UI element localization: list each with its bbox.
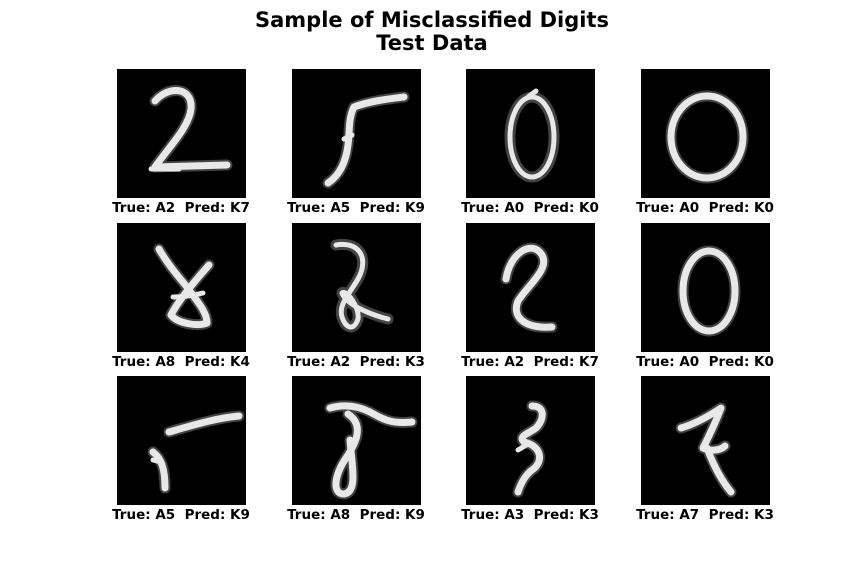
sample-caption-1: True: A2 Pred: K7 xyxy=(112,200,250,216)
digit-image-11 xyxy=(466,376,595,505)
sample-caption-8: True: A0 Pred: K0 xyxy=(636,354,774,370)
digit-image-7 xyxy=(466,223,595,352)
sample-caption-2: True: A5 Pred: K9 xyxy=(287,200,425,216)
sample-caption-9: True: A5 Pred: K9 xyxy=(112,507,250,523)
digit-image-1 xyxy=(117,69,246,198)
digit-image-5 xyxy=(117,223,246,352)
digit-image-6 xyxy=(292,223,421,352)
sample-caption-3: True: A0 Pred: K0 xyxy=(461,200,599,216)
sample-caption-10: True: A8 Pred: K9 xyxy=(287,507,425,523)
digit-image-4 xyxy=(641,69,770,198)
figure-title-line-1: Sample of Misclassified Digits xyxy=(255,8,609,32)
digit-image-3 xyxy=(466,69,595,198)
digit-image-9 xyxy=(117,376,246,505)
figure-title-line-2: Test Data xyxy=(376,31,488,55)
sample-caption-7: True: A2 Pred: K7 xyxy=(461,354,599,370)
sample-caption-4: True: A0 Pred: K0 xyxy=(636,200,774,216)
digit-image-10 xyxy=(292,376,421,505)
sample-caption-5: True: A8 Pred: K4 xyxy=(112,354,250,370)
digit-image-8 xyxy=(641,223,770,352)
sample-caption-11: True: A3 Pred: K3 xyxy=(461,507,599,523)
sample-caption-12: True: A7 Pred: K3 xyxy=(636,507,774,523)
sample-caption-6: True: A2 Pred: K3 xyxy=(287,354,425,370)
digit-image-12 xyxy=(641,376,770,505)
digit-image-2 xyxy=(292,69,421,198)
